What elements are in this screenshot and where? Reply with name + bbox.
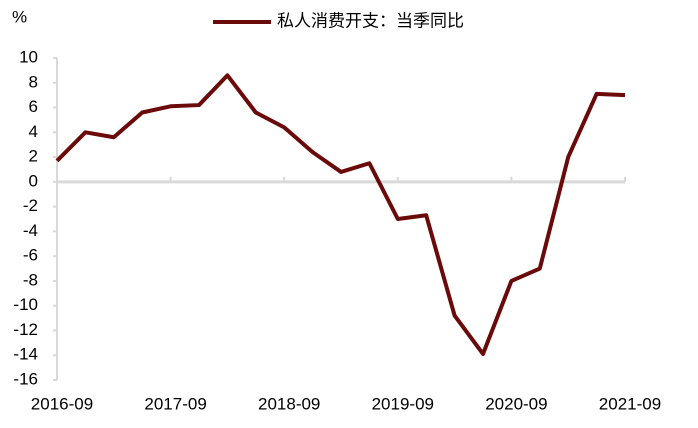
x-tick-label: 2019-09 xyxy=(372,394,434,413)
x-tick-label: 2020-09 xyxy=(485,394,547,413)
y-tick-label: 10 xyxy=(19,47,38,66)
y-tick-label: -14 xyxy=(13,345,38,364)
y-tick-label: -10 xyxy=(13,295,38,314)
y-tick-label: 4 xyxy=(29,122,38,141)
y-tick-label: -2 xyxy=(23,196,38,215)
y-tick-label: 2 xyxy=(29,147,38,166)
y-tick-label: 6 xyxy=(29,97,38,116)
x-tick-label: 2018-09 xyxy=(258,394,320,413)
y-tick-label: -6 xyxy=(23,246,38,265)
line-series xyxy=(55,73,626,356)
x-tick-label: 2017-09 xyxy=(144,394,206,413)
y-unit-label: % xyxy=(12,7,27,26)
y-tick-label: 0 xyxy=(29,171,38,190)
legend-label: 私人消费开支：当季同比 xyxy=(277,11,464,30)
x-tick-label: 2016-09 xyxy=(31,394,93,413)
y-tick-label: -8 xyxy=(23,270,38,289)
y-tick-label: -16 xyxy=(13,369,38,388)
y-tick-label: 8 xyxy=(29,72,38,91)
y-tick-label: -4 xyxy=(23,221,38,240)
x-tick-label: 2021-09 xyxy=(599,394,661,413)
y-tick-label: -12 xyxy=(13,320,38,339)
